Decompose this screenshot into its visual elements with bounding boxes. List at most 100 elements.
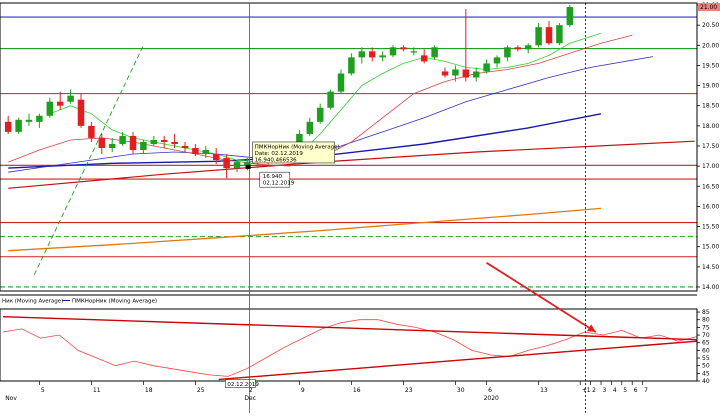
x-tick-label: 6	[488, 387, 492, 394]
candle-body[interactable]	[171, 141, 178, 144]
x-tick-label: 13	[540, 387, 548, 394]
x-tick-label: 18	[145, 387, 153, 394]
candle-body[interactable]	[431, 47, 438, 58]
price-y-tick-label: 15.50	[702, 224, 719, 231]
x-cursor-date-box	[225, 379, 256, 388]
candle-body[interactable]	[483, 63, 490, 72]
candle-body[interactable]	[514, 47, 522, 50]
candle-body[interactable]	[400, 47, 407, 50]
osc-y-tick-label: 55	[702, 355, 710, 362]
x-month-label: 2020	[484, 395, 499, 402]
price-y-tick-label: 19.50	[702, 62, 719, 69]
candle-body[interactable]	[358, 51, 366, 58]
candle-body[interactable]	[368, 51, 376, 58]
price-frame	[0, 2, 698, 292]
candle-body[interactable]	[98, 137, 106, 149]
ma-fast-line[interactable]	[49, 32, 602, 163]
oscillator-lower-trendline[interactable]	[218, 340, 698, 381]
oscillator-panel[interactable]	[2, 315, 698, 381]
candle-body[interactable]	[566, 7, 574, 26]
candle-body[interactable]	[192, 148, 199, 155]
osc-y-tick-label: 40	[702, 378, 710, 385]
x-tick-label: 2	[592, 387, 596, 394]
x-tick-label: +1	[582, 387, 591, 394]
price-y-tick-label: 16.00	[702, 203, 719, 210]
x-tick-label: 6	[634, 387, 638, 394]
osc-y-tick-label: 65	[702, 340, 710, 347]
x-tick-label: 30	[457, 387, 465, 394]
candle-body[interactable]	[4, 121, 12, 132]
candle-body[interactable]	[420, 55, 428, 62]
candle-body[interactable]	[212, 154, 220, 161]
candle-body[interactable]	[535, 27, 542, 46]
candle-body[interactable]	[316, 107, 324, 122]
tooltip-line: ПМКНорНик (Moving Average)	[255, 144, 340, 150]
x-tick-label: 16	[353, 387, 361, 394]
candle-body[interactable]	[472, 71, 480, 78]
candle-body[interactable]	[556, 25, 563, 44]
candle-body[interactable]	[56, 101, 64, 106]
candle-body[interactable]	[410, 51, 418, 53]
candle-body[interactable]	[67, 95, 74, 102]
osc-y-tick-label: 70	[702, 332, 710, 339]
candle-body[interactable]	[108, 143, 116, 149]
candle-body[interactable]	[441, 71, 449, 76]
candle-body[interactable]	[327, 91, 334, 108]
candle-body[interactable]	[223, 158, 230, 169]
candle-body[interactable]	[36, 115, 43, 122]
crosshair-label-line: 02.12.2019	[263, 181, 295, 187]
osc-y-tick-label: 60	[702, 347, 710, 354]
candle-body[interactable]	[545, 27, 553, 44]
candle-body[interactable]	[181, 145, 189, 149]
osc-y-tick-label: 50	[702, 363, 710, 370]
x-tick-label: 4	[613, 387, 617, 394]
candle-body[interactable]	[150, 139, 158, 144]
candle-body[interactable]	[202, 150, 210, 155]
osc-y-tick-label: 45	[702, 370, 710, 377]
candle-body[interactable]	[306, 121, 314, 134]
candle-body[interactable]	[504, 47, 511, 58]
oscillator-line[interactable]	[2, 319, 698, 377]
candle-body[interactable]	[348, 57, 355, 74]
annotation-arrow-shaft	[486, 262, 597, 333]
legend-entry: Hик (Moving Average)	[2, 299, 63, 305]
ma-long-orange-line[interactable]	[8, 207, 602, 252]
x-tick-label: 25	[197, 387, 205, 394]
price-y-tick-label: 14.50	[702, 264, 719, 271]
candle-body[interactable]	[244, 162, 251, 167]
candle-body[interactable]	[88, 125, 95, 138]
candle-body[interactable]	[25, 119, 33, 122]
trend-dashed-line[interactable]	[33, 45, 144, 276]
candle-body[interactable]	[452, 69, 459, 76]
price-y-tick-label: 17.00	[702, 163, 719, 170]
candle-body[interactable]	[140, 141, 147, 151]
candle-body[interactable]	[337, 73, 345, 92]
candle-body[interactable]	[129, 135, 137, 151]
candle-body[interactable]	[493, 57, 501, 64]
crosshair-label-box	[259, 171, 291, 188]
price-y-tick-label: 14.00	[702, 284, 719, 291]
candle-body[interactable]	[233, 162, 241, 169]
candle-body[interactable]	[389, 47, 397, 56]
x-tick-label: 5	[623, 387, 627, 394]
candle-body[interactable]	[462, 69, 470, 78]
price-y-tick-label: 16.50	[702, 183, 719, 190]
overlay-layer: ПМКНорНик (Moving Average)Date: 02.12.20…	[245, 3, 597, 413]
osc-y-tick-label: 85	[702, 309, 710, 316]
oscillator-upper-trendline[interactable]	[2, 315, 698, 341]
candle-body[interactable]	[379, 55, 386, 58]
x-month-label: Nov	[5, 395, 17, 402]
candle-body[interactable]	[77, 99, 85, 126]
candle-body[interactable]	[296, 133, 303, 146]
candle-body[interactable]	[15, 119, 22, 132]
price-y-tick-label: 19.00	[702, 83, 719, 90]
tooltip-marker	[245, 164, 251, 169]
last-price-label: 21.00	[700, 4, 717, 11]
candle-body[interactable]	[524, 45, 532, 50]
candle-body[interactable]	[46, 101, 54, 116]
candle-body[interactable]	[160, 139, 168, 142]
candle-body[interactable]	[119, 135, 126, 144]
x-tick-label: 9	[301, 387, 305, 394]
